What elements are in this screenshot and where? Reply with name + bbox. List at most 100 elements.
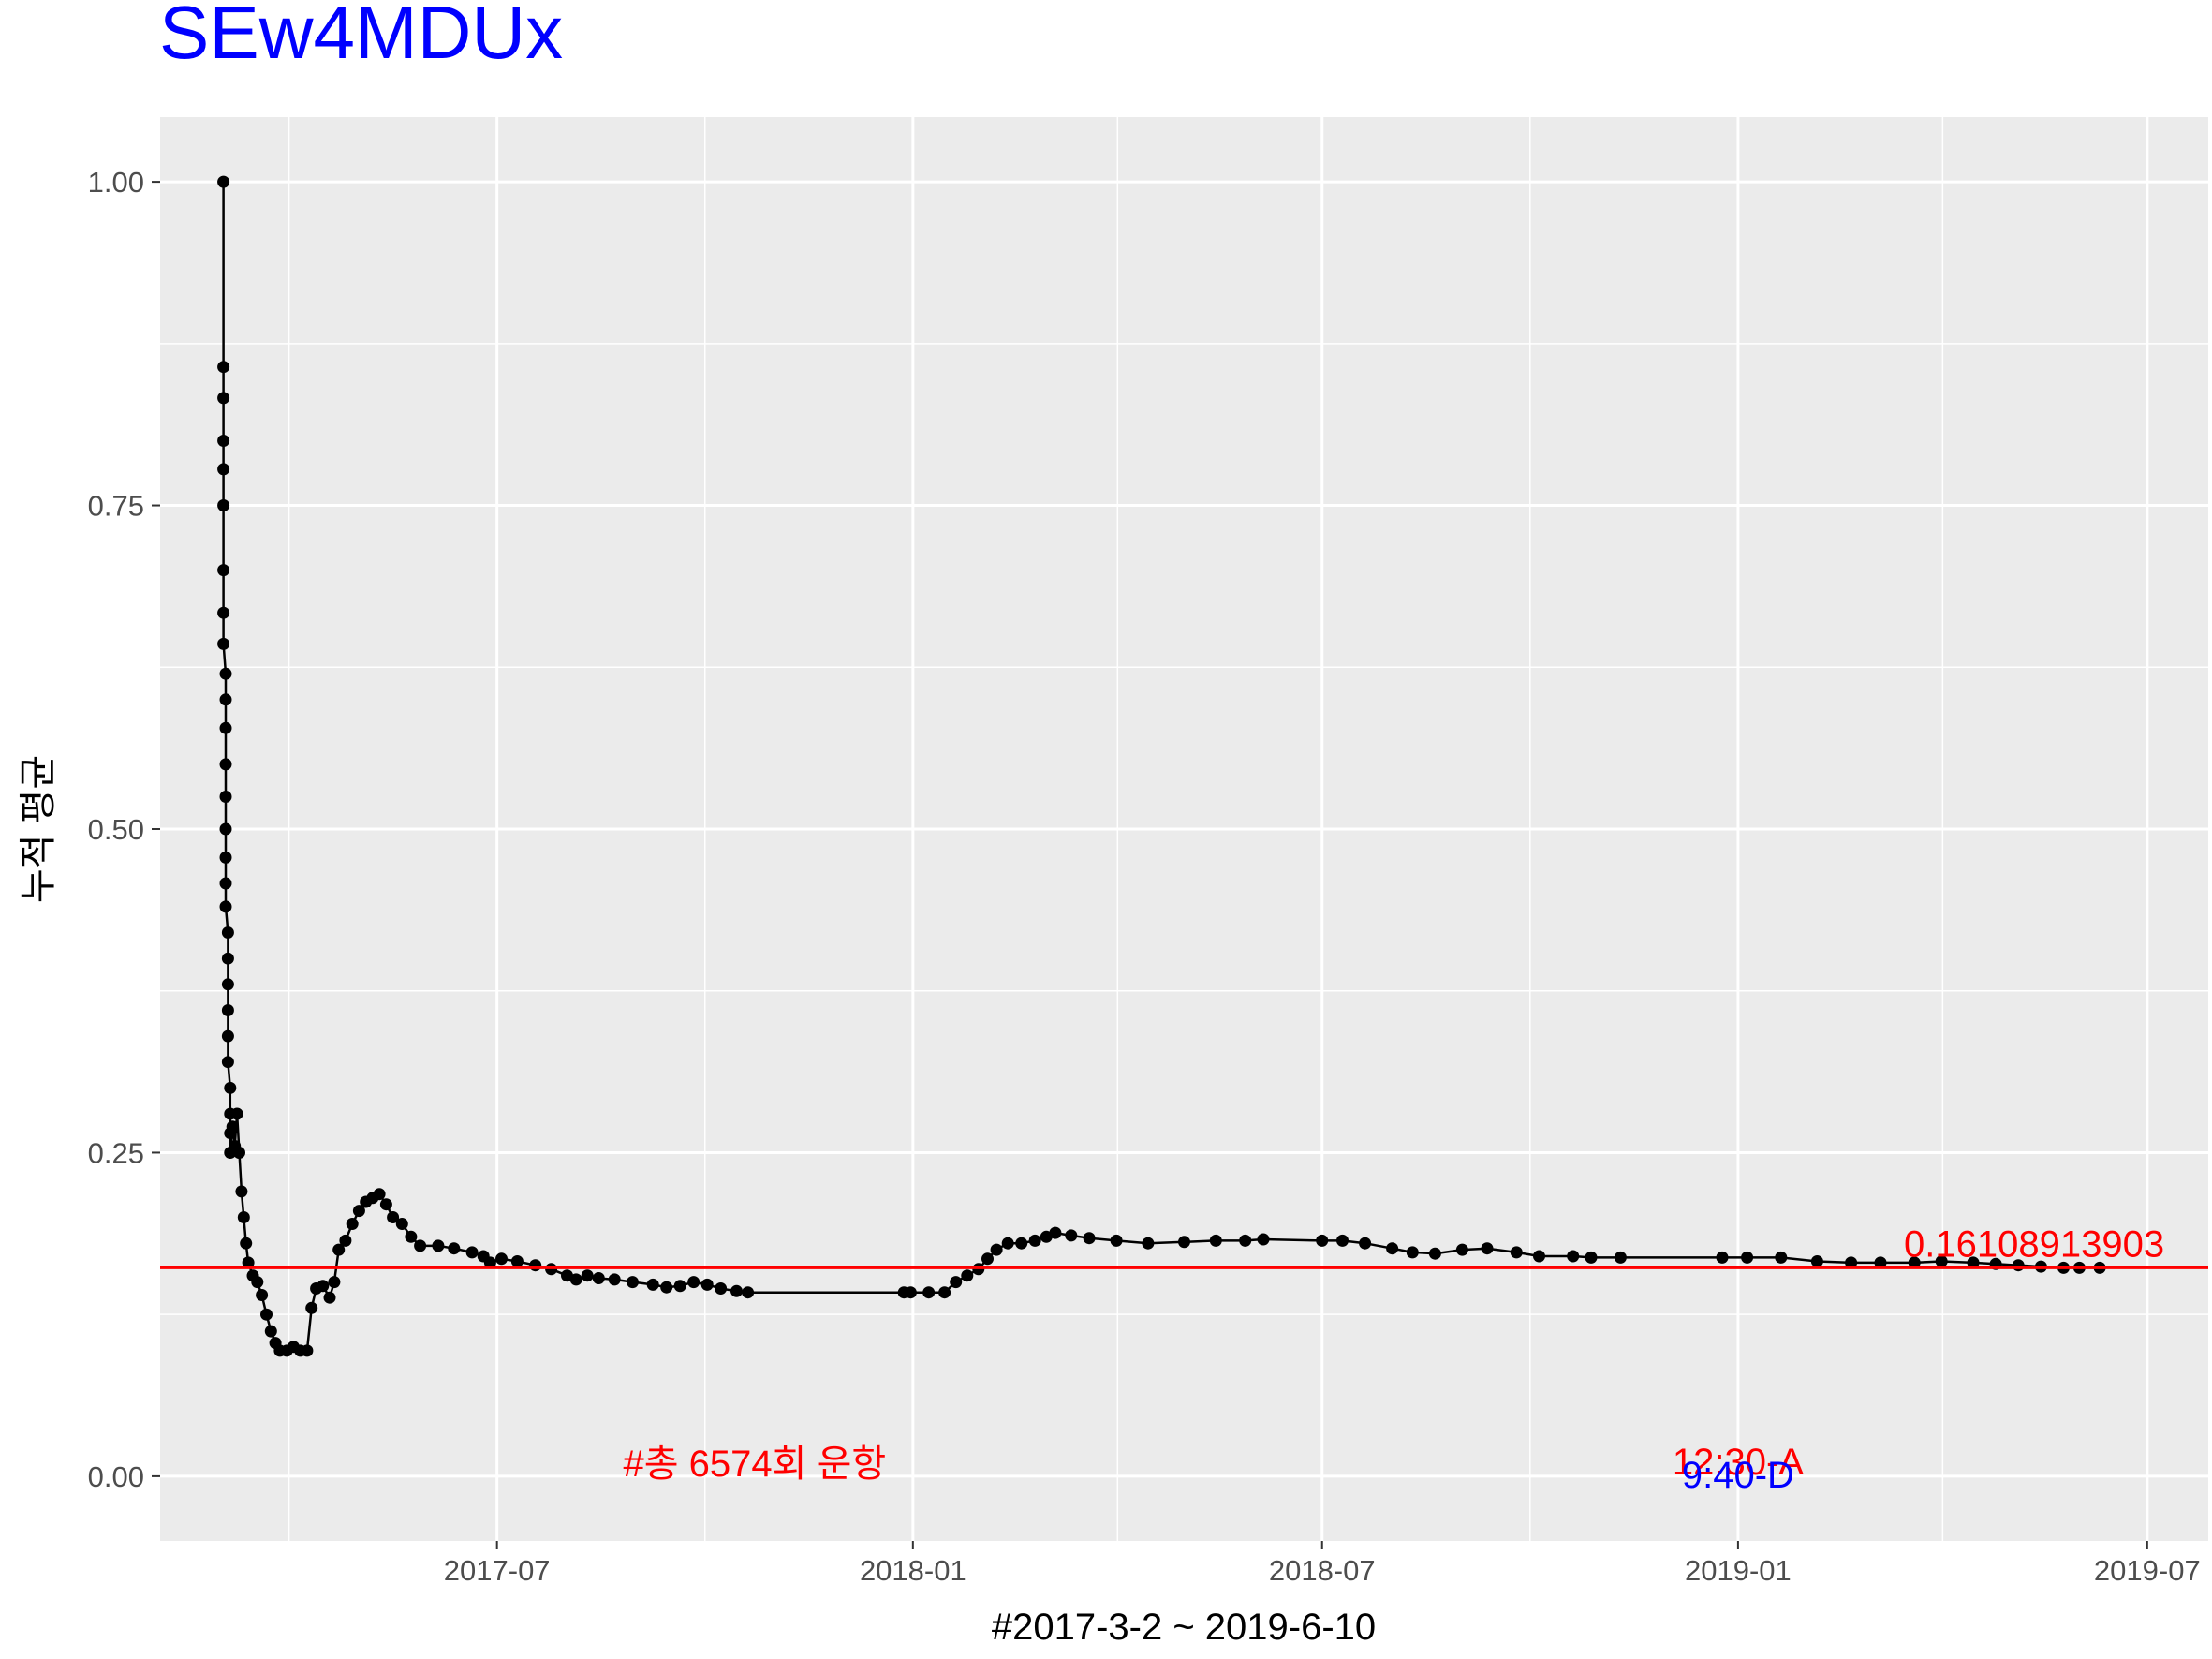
data-point — [1585, 1251, 1598, 1264]
data-point — [260, 1308, 273, 1321]
data-point — [1775, 1251, 1788, 1264]
data-point — [395, 1218, 408, 1230]
data-point — [1386, 1242, 1399, 1255]
data-point — [217, 606, 230, 619]
data-point — [1455, 1243, 1468, 1256]
x-tick-label: 2019-07 — [2094, 1554, 2201, 1587]
data-point — [495, 1252, 508, 1266]
data-point — [1015, 1237, 1028, 1250]
data-point — [1908, 1256, 1921, 1269]
total-flights-annotation: #총 6574회 운항 — [624, 1444, 887, 1485]
data-point — [387, 1211, 400, 1223]
data-point — [379, 1198, 392, 1211]
data-point — [242, 1256, 255, 1269]
data-point — [264, 1325, 277, 1338]
data-point — [317, 1280, 330, 1293]
data-point — [1178, 1236, 1190, 1249]
data-point — [405, 1230, 418, 1243]
data-point — [961, 1269, 974, 1282]
data-point — [1336, 1234, 1349, 1247]
data-point — [922, 1286, 936, 1299]
data-point — [904, 1286, 917, 1299]
data-point — [1239, 1234, 1252, 1247]
data-point — [217, 392, 230, 405]
data-point — [1810, 1255, 1823, 1267]
data-point — [1533, 1250, 1545, 1263]
data-point — [414, 1239, 427, 1252]
data-point — [1110, 1234, 1123, 1247]
data-point — [1874, 1256, 1887, 1269]
data-point — [219, 667, 232, 680]
data-point — [1614, 1251, 1627, 1264]
x-tick-label: 2018-01 — [860, 1554, 966, 1587]
data-point — [219, 721, 232, 734]
data-point — [569, 1273, 582, 1286]
data-point — [219, 822, 232, 836]
data-point — [301, 1344, 314, 1357]
data-point — [1359, 1237, 1372, 1250]
x-tick-label: 2017-07 — [444, 1554, 551, 1587]
data-point — [221, 978, 234, 991]
data-point — [217, 463, 230, 476]
data-point — [237, 1211, 250, 1223]
data-point — [581, 1269, 594, 1282]
data-point — [230, 1107, 243, 1120]
data-point — [221, 926, 234, 939]
data-point — [1028, 1234, 1041, 1247]
chart-title: SEw4MDUx — [159, 0, 563, 74]
x-axis-title: #2017-3-2 ~ 2019-6-10 — [992, 1607, 1376, 1648]
data-point — [332, 1243, 346, 1256]
data-point — [217, 435, 230, 447]
data-point — [1209, 1234, 1222, 1247]
data-point — [742, 1286, 755, 1299]
data-point — [1049, 1226, 1062, 1239]
data-point — [627, 1276, 639, 1289]
x-tick-label: 2018-07 — [1269, 1554, 1376, 1587]
axes: 0.00 0.25 0.50 0.75 1.00 2017-07 2018-01 2018-0… — [88, 166, 2201, 1587]
data-point — [235, 1185, 248, 1198]
data-point — [305, 1301, 318, 1314]
data-point — [1316, 1234, 1329, 1247]
data-point — [1716, 1251, 1729, 1264]
data-point — [1001, 1237, 1014, 1250]
data-point — [221, 1004, 234, 1016]
data-point — [646, 1278, 659, 1291]
data-point — [256, 1289, 269, 1301]
data-point — [219, 791, 232, 803]
data-point — [1567, 1250, 1580, 1263]
y-tick-label: 0.75 — [88, 490, 144, 523]
data-point — [219, 877, 232, 890]
data-point — [981, 1252, 994, 1266]
data-marks — [160, 175, 2208, 1357]
data-point — [715, 1282, 728, 1295]
data-point — [730, 1284, 743, 1297]
arrival-time-annotation: 12:30-A — [1673, 1442, 1804, 1483]
y-tick-label: 0.50 — [88, 813, 144, 846]
data-point — [950, 1276, 963, 1289]
data-point — [1083, 1232, 1096, 1245]
data-point — [700, 1278, 714, 1291]
data-point — [510, 1255, 524, 1267]
data-point — [226, 1120, 239, 1133]
y-axis-title: 누적 평균 — [18, 755, 59, 903]
data-point — [1967, 1256, 1980, 1269]
data-point — [1065, 1229, 1078, 1242]
data-point — [990, 1243, 1003, 1256]
y-tick-label: 1.00 — [88, 166, 144, 199]
data-point — [432, 1239, 445, 1252]
data-point — [219, 758, 232, 771]
grid-lines — [160, 117, 2208, 1541]
data-point — [448, 1242, 461, 1255]
x-tick-label: 2019-01 — [1685, 1554, 1792, 1587]
y-tick-label: 0.25 — [88, 1136, 144, 1169]
data-point — [687, 1276, 700, 1289]
data-point — [323, 1291, 336, 1304]
data-point — [346, 1218, 359, 1230]
data-point — [529, 1259, 542, 1272]
data-point — [660, 1281, 673, 1294]
data-point — [219, 851, 232, 864]
data-point — [217, 361, 230, 374]
departure-time-annotation: 9:40-D — [1682, 1455, 1794, 1496]
data-point — [221, 952, 234, 965]
